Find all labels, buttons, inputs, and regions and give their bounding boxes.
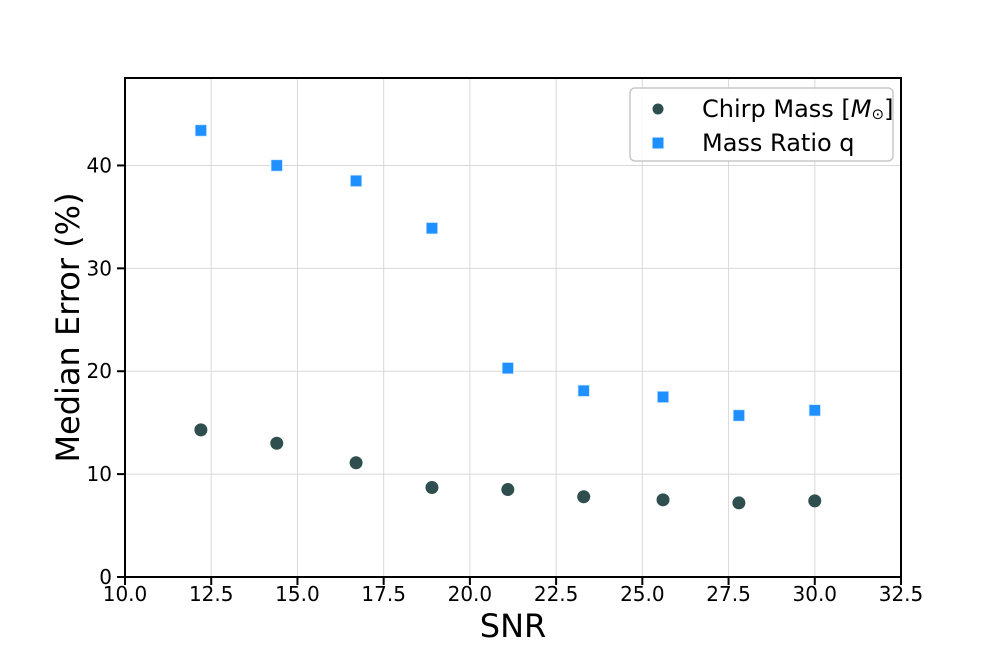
x-tick-label: 32.5 (879, 582, 924, 606)
tick-labels: 10.0 12.5 15.0 17.5 20.0 22.5 25.0 27.5 30.0 32.5… (87, 153, 924, 606)
scatter-point (656, 390, 670, 404)
scatter-point (501, 483, 515, 497)
legend-entry-label: Mass Ratio q (702, 129, 855, 157)
scatter-point (577, 490, 591, 504)
scatter-point (808, 403, 822, 418)
scatter-point (656, 493, 670, 507)
x-tick-label: 25.0 (620, 582, 665, 606)
legend: Chirp Mass [M⊙] Mass Ratio q (629, 87, 894, 162)
square-marker-icon (652, 137, 664, 149)
legend-entry-label: Chirp Mass [M⊙] (702, 95, 893, 123)
scatter-point (270, 436, 284, 450)
x-tick-label: 22.5 (534, 582, 579, 606)
y-tick-label: 30 (87, 256, 112, 280)
plot-border (124, 77, 902, 578)
scatter-point (577, 384, 591, 398)
scatter-point (194, 423, 208, 437)
scatter-point (808, 494, 822, 508)
scatter-point (349, 174, 363, 188)
circle-marker-icon (652, 103, 664, 115)
data-points (194, 123, 822, 510)
x-tick-label: 30.0 (793, 582, 838, 606)
x-tick-label: 17.5 (361, 582, 406, 606)
x-tick-label: 27.5 (706, 582, 751, 606)
scatter-point (425, 221, 439, 235)
scatter-point (194, 123, 208, 138)
y-tick-label: 40 (87, 153, 112, 177)
axes (117, 77, 902, 585)
x-tick-label: 15.0 (275, 582, 320, 606)
x-axis-label: SNR (480, 607, 546, 645)
x-tick-label: 10.0 (103, 582, 148, 606)
scatter-point (732, 408, 746, 423)
y-tick-label: 0 (99, 565, 112, 589)
scatter-point (425, 480, 439, 494)
y-tick-label: 20 (87, 359, 112, 383)
y-axis-label: Median Error (%) (49, 192, 87, 462)
scatter-point (349, 456, 363, 470)
legend-box (629, 87, 894, 162)
x-tick-label: 20.0 (448, 582, 493, 606)
scatter-point (732, 496, 746, 510)
scatter-point (270, 158, 284, 173)
scatter-point (501, 361, 515, 375)
x-tick-label: 12.5 (189, 582, 234, 606)
y-tick-label: 10 (87, 462, 112, 486)
